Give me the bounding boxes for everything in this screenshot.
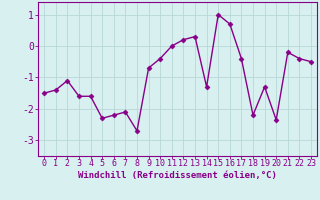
X-axis label: Windchill (Refroidissement éolien,°C): Windchill (Refroidissement éolien,°C) (78, 171, 277, 180)
